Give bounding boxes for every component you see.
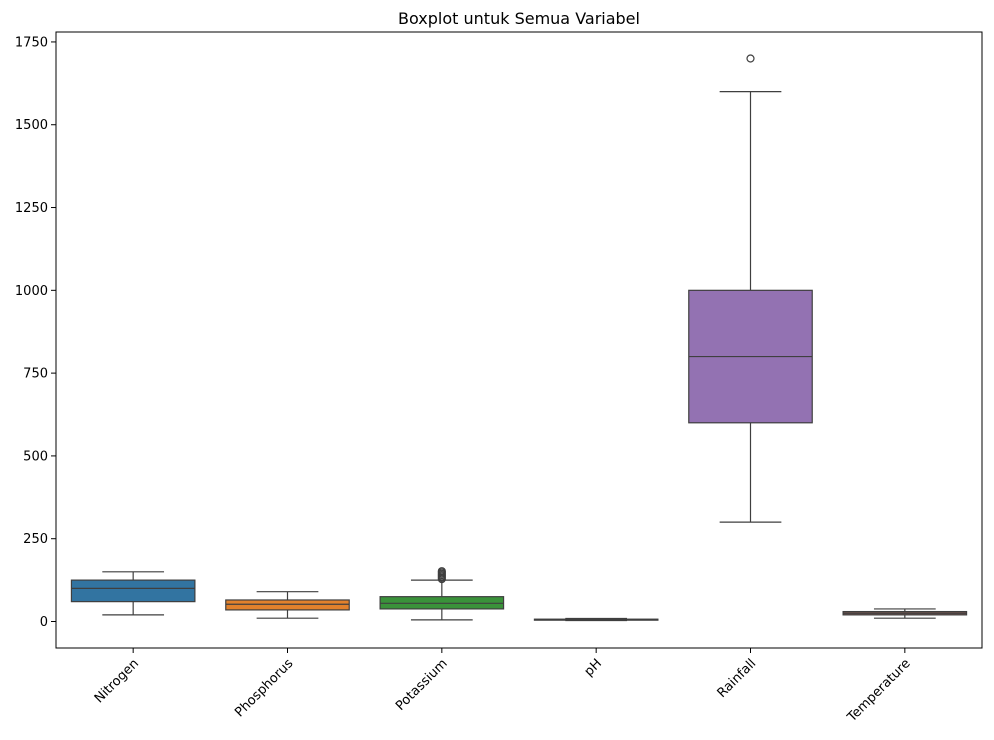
x-tick-label: Phosphorus [232, 656, 296, 720]
plot-area [70, 54, 968, 622]
box-temperature [842, 608, 968, 619]
y-axis: 0 250 500 750 1000 1250 1500 1750 [15, 35, 56, 630]
chart-title: Boxplot untuk Semua Variabel [398, 9, 640, 28]
box-ph [533, 617, 659, 622]
box-nitrogen [70, 571, 196, 616]
outlier-point [437, 567, 446, 576]
x-tick-label: Rainfall [715, 656, 760, 701]
y-tick-label: 250 [23, 532, 48, 547]
x-tick-label: Nitrogen [92, 656, 142, 706]
iqr-box [225, 599, 350, 611]
x-tick-label: Potassium [393, 656, 451, 714]
x-tick-label: Temperature [844, 656, 914, 726]
y-tick-label: 1250 [15, 201, 48, 216]
box-potassium [379, 567, 505, 621]
x-axis: Nitrogen Phosphorus Potassium pH Rainfall Tem… [92, 648, 914, 726]
y-tick-label: 1500 [15, 118, 48, 133]
outlier-point [746, 54, 755, 63]
axes-frame [55, 31, 983, 649]
y-tick-label: 500 [23, 449, 48, 464]
y-tick-label: 0 [40, 615, 48, 630]
iqr-box [70, 579, 196, 603]
y-tick-label: 750 [23, 367, 48, 382]
y-tick-label: 1750 [15, 35, 48, 50]
y-tick-label: 1000 [15, 284, 48, 299]
box-rainfall [688, 54, 813, 523]
x-tick-label: pH [582, 656, 605, 679]
box-phosphorus [225, 591, 350, 619]
